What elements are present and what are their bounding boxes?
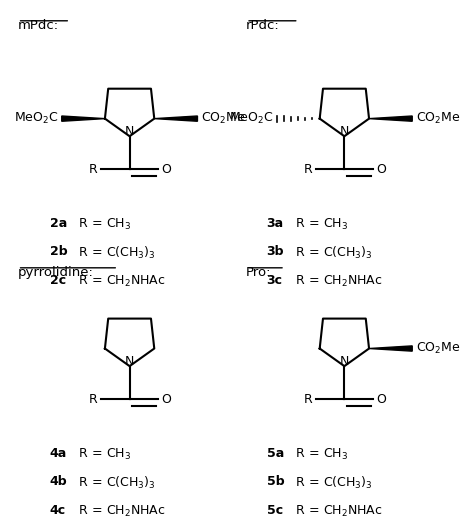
Text: R = CH$_2$NHAc: R = CH$_2$NHAc — [292, 504, 382, 519]
Text: N: N — [340, 126, 349, 139]
Text: R = C(CH$_3$)$_3$: R = C(CH$_3$)$_3$ — [292, 475, 373, 491]
Text: Pro:: Pro: — [246, 266, 272, 279]
Text: R = CH$_2$NHAc: R = CH$_2$NHAc — [292, 274, 382, 289]
Text: 2c: 2c — [50, 274, 66, 287]
Text: R = CH$_3$: R = CH$_3$ — [75, 447, 131, 462]
Text: R = C(CH$_3$)$_3$: R = C(CH$_3$)$_3$ — [75, 245, 155, 262]
Text: 2b: 2b — [50, 245, 67, 258]
Text: N: N — [340, 355, 349, 368]
Text: 5b: 5b — [267, 475, 284, 488]
Text: O: O — [376, 163, 386, 176]
Text: 5c: 5c — [267, 504, 283, 517]
Text: O: O — [162, 163, 172, 176]
Text: pyrrolidine:: pyrrolidine: — [18, 266, 93, 279]
Text: N: N — [125, 355, 134, 368]
Text: R = CH$_2$NHAc: R = CH$_2$NHAc — [75, 504, 165, 519]
Text: mPdc:: mPdc: — [18, 19, 59, 32]
Text: MeO$_2$C: MeO$_2$C — [229, 111, 273, 126]
Text: 5a: 5a — [267, 447, 284, 460]
Text: R: R — [303, 393, 312, 406]
Text: MeO$_2$C: MeO$_2$C — [14, 111, 58, 126]
Polygon shape — [369, 346, 412, 351]
Text: R = CH$_2$NHAc: R = CH$_2$NHAc — [75, 274, 165, 289]
Text: O: O — [162, 393, 172, 406]
Text: R = CH$_3$: R = CH$_3$ — [292, 217, 348, 232]
Text: 3a: 3a — [267, 217, 284, 230]
Text: 4c: 4c — [50, 504, 66, 517]
Text: R = C(CH$_3$)$_3$: R = C(CH$_3$)$_3$ — [292, 245, 373, 262]
Polygon shape — [369, 116, 412, 121]
Text: N: N — [125, 126, 134, 139]
Text: CO$_2$Me: CO$_2$Me — [416, 111, 460, 126]
Text: R: R — [89, 163, 98, 176]
Polygon shape — [62, 116, 105, 121]
Text: R = CH$_3$: R = CH$_3$ — [292, 447, 348, 462]
Text: 3b: 3b — [267, 245, 284, 258]
Text: 4b: 4b — [50, 475, 67, 488]
Text: R = CH$_3$: R = CH$_3$ — [75, 217, 131, 232]
Text: 4a: 4a — [50, 447, 67, 460]
Text: rPdc:: rPdc: — [246, 19, 280, 32]
Text: 3c: 3c — [267, 274, 283, 287]
Polygon shape — [154, 116, 198, 121]
Text: 2a: 2a — [50, 217, 67, 230]
Text: CO$_2$Me: CO$_2$Me — [201, 111, 245, 126]
Text: R: R — [303, 163, 312, 176]
Text: CO$_2$Me: CO$_2$Me — [416, 341, 460, 356]
Text: R: R — [89, 393, 98, 406]
Text: O: O — [376, 393, 386, 406]
Text: R = C(CH$_3$)$_3$: R = C(CH$_3$)$_3$ — [75, 475, 155, 491]
